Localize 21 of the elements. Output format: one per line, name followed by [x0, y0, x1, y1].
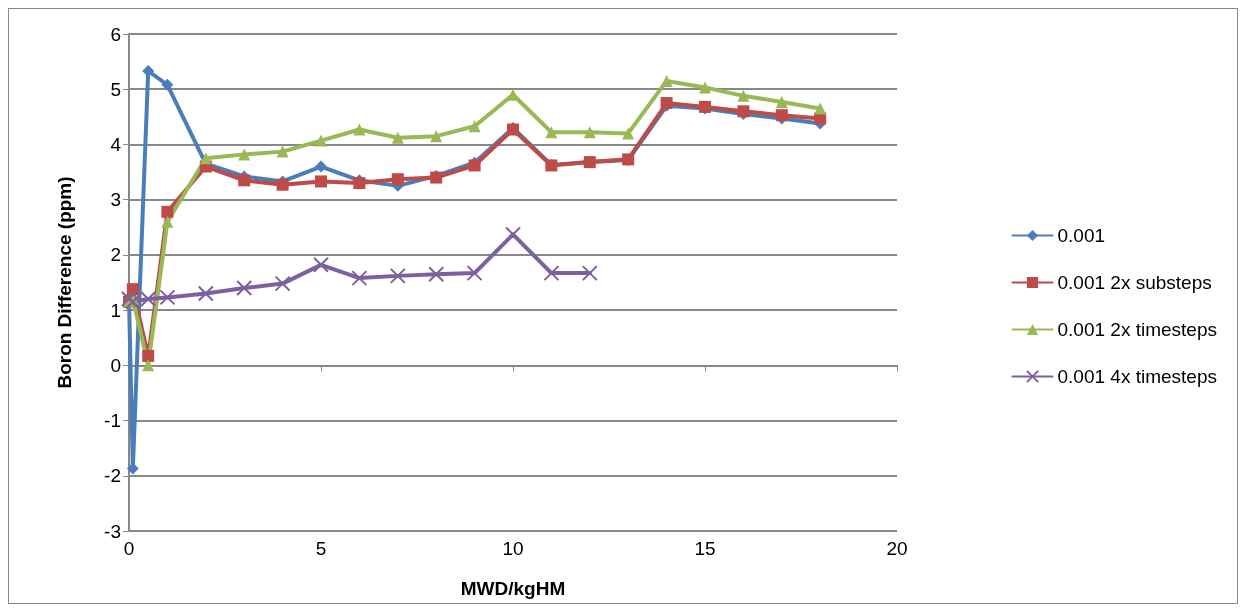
x-tick-label: 20: [886, 538, 908, 559]
y-tick-label: 3: [110, 189, 121, 211]
x-tick-label: 5: [315, 538, 327, 559]
y-tick-label: -2: [104, 465, 121, 487]
legend-label: 0.001 2x substeps: [1057, 272, 1212, 293]
x-tick-label: 10: [502, 538, 524, 559]
y-tick-label: -1: [104, 410, 121, 432]
x-tick-label: 15: [694, 538, 716, 559]
legend-label: 0.001 4x timesteps: [1057, 366, 1218, 387]
y-tick-label: 2: [110, 244, 121, 266]
x-axis-title: MWD/kgHM: [460, 578, 566, 599]
legend-label: 0.001 2x timesteps: [1057, 319, 1218, 340]
x-tick-label: 0: [123, 538, 135, 559]
y-tick-label: 4: [110, 133, 122, 155]
y-tick-label: 0: [110, 354, 121, 376]
legend-label: 0.001: [1057, 225, 1106, 246]
y-tick-label: -3: [104, 520, 121, 542]
y-tick-label: 5: [110, 78, 121, 100]
y-tick-label: 6: [110, 23, 121, 45]
y-axis-title: Boron Difference (ppm): [54, 176, 75, 389]
y-tick-label: 1: [110, 299, 121, 321]
